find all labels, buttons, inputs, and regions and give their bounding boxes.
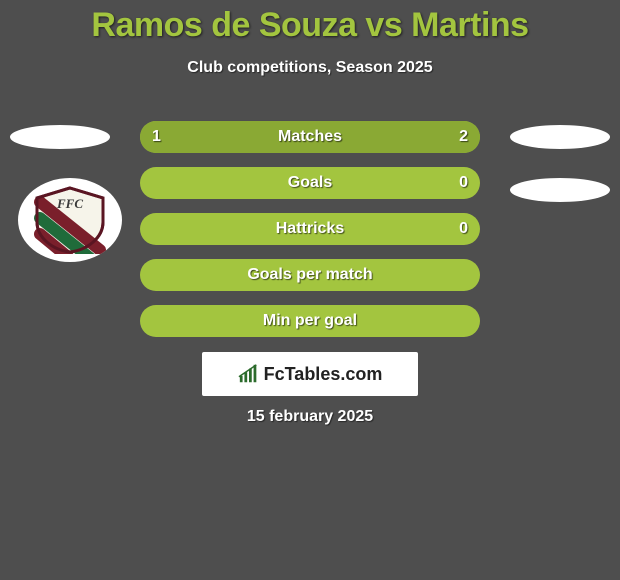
footer-brand-text: FcTables.com — [264, 364, 383, 385]
footer-date: 15 february 2025 — [0, 408, 620, 426]
subtitle: Club competitions, Season 2025 — [0, 59, 620, 77]
page-title: Ramos de Souza vs Martins — [0, 0, 620, 45]
stat-value-right: 0 — [140, 167, 468, 199]
stat-row: Min per goal — [0, 302, 620, 348]
flag-right-placeholder-2 — [510, 178, 610, 202]
club-badge-shield-icon: FFC — [33, 186, 107, 254]
flag-right-placeholder — [510, 125, 610, 149]
club-monogram: FFC — [56, 196, 83, 211]
bar-chart-icon — [238, 363, 260, 385]
stat-value-right: 0 — [140, 213, 468, 245]
club-badge-left: FFC — [18, 178, 122, 262]
stat-value-right: 2 — [140, 121, 468, 153]
stat-row: Goals per match — [0, 256, 620, 302]
stat-label: Min per goal — [140, 305, 480, 337]
stat-label: Goals per match — [140, 259, 480, 291]
footer-brand-card: FcTables.com — [202, 352, 418, 396]
flag-left-placeholder — [10, 125, 110, 149]
